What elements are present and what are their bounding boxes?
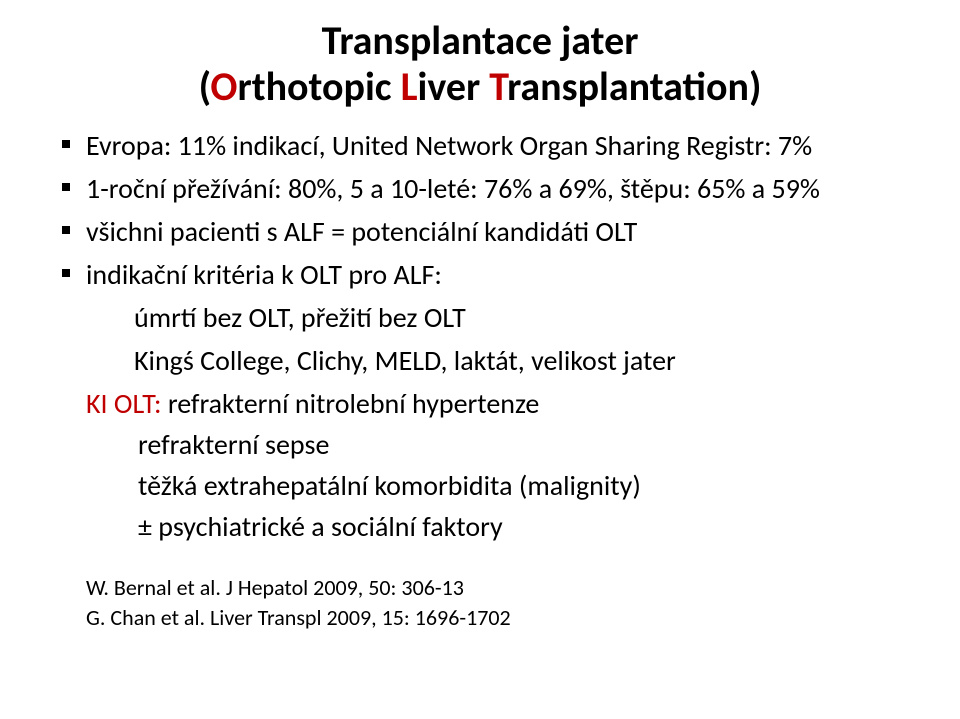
- bullet-icon: [62, 183, 70, 191]
- ki-label: KI OLT:: [86, 386, 162, 421]
- bullet-text: všichni pacienti s ALF = potenciální kan…: [86, 214, 637, 249]
- subline-kings: Kingś College, Clichy, MELD, laktát, vel…: [56, 343, 904, 380]
- bullet-list: Evropa: 11% indikací, United Network Org…: [56, 128, 904, 294]
- references-block: W. Bernal et al. J Hepatol 2009, 50: 306…: [56, 574, 904, 633]
- title-block: Transplantace jater (Orthotopic Liver Tr…: [56, 18, 904, 110]
- ki-line-1: KI OLT: refrakterní nitrolební hypertenz…: [56, 386, 904, 423]
- ki-line-4: ± psychiatrické a sociální faktory: [56, 509, 904, 546]
- ki-line-2: refrakterní sepse: [56, 427, 904, 464]
- subline-umrti: úmrtí bez OLT, přežití bez OLT: [56, 300, 904, 337]
- ki-text-1: refrakterní nitrolební hypertenze: [162, 386, 540, 421]
- title-accent-l: L: [401, 62, 418, 111]
- title-mid2: iver: [418, 62, 490, 111]
- bullet-text: Evropa: 11% indikací, United Network Org…: [86, 128, 812, 163]
- bullet-item: indikační kritéria k OLT pro ALF:: [56, 257, 904, 294]
- title-paren-open: (: [199, 62, 211, 111]
- bullet-icon: [62, 269, 70, 277]
- bullet-item: všichni pacienti s ALF = potenciální kan…: [56, 214, 904, 251]
- title-line-1: Transplantace jater: [56, 18, 904, 64]
- bullet-text: indikační kritéria k OLT pro ALF:: [86, 257, 442, 292]
- bullet-item: Evropa: 11% indikací, United Network Org…: [56, 128, 904, 165]
- title-accent-o: O: [210, 62, 237, 111]
- ki-line-3: těžká extrahepatální komorbidita (malign…: [56, 468, 904, 505]
- bullet-text: 1-roční přežívání: 80%, 5 a 10-leté: 76%…: [86, 171, 820, 206]
- bullet-item: 1-roční přežívání: 80%, 5 a 10-leté: 76%…: [56, 171, 904, 208]
- bullet-icon: [62, 140, 70, 148]
- slide: Transplantace jater (Orthotopic Liver Tr…: [0, 0, 960, 719]
- bullet-icon: [62, 226, 70, 234]
- title-line-2: (Orthotopic Liver Transplantation): [56, 64, 904, 110]
- title-accent-t: T: [489, 62, 507, 111]
- title-end: ransplantation): [507, 62, 761, 111]
- title-mid1: rthotopic: [237, 62, 400, 111]
- reference-line: W. Bernal et al. J Hepatol 2009, 50: 306…: [86, 574, 904, 603]
- reference-line: G. Chan et al. Liver Transpl 2009, 15: 1…: [86, 604, 904, 633]
